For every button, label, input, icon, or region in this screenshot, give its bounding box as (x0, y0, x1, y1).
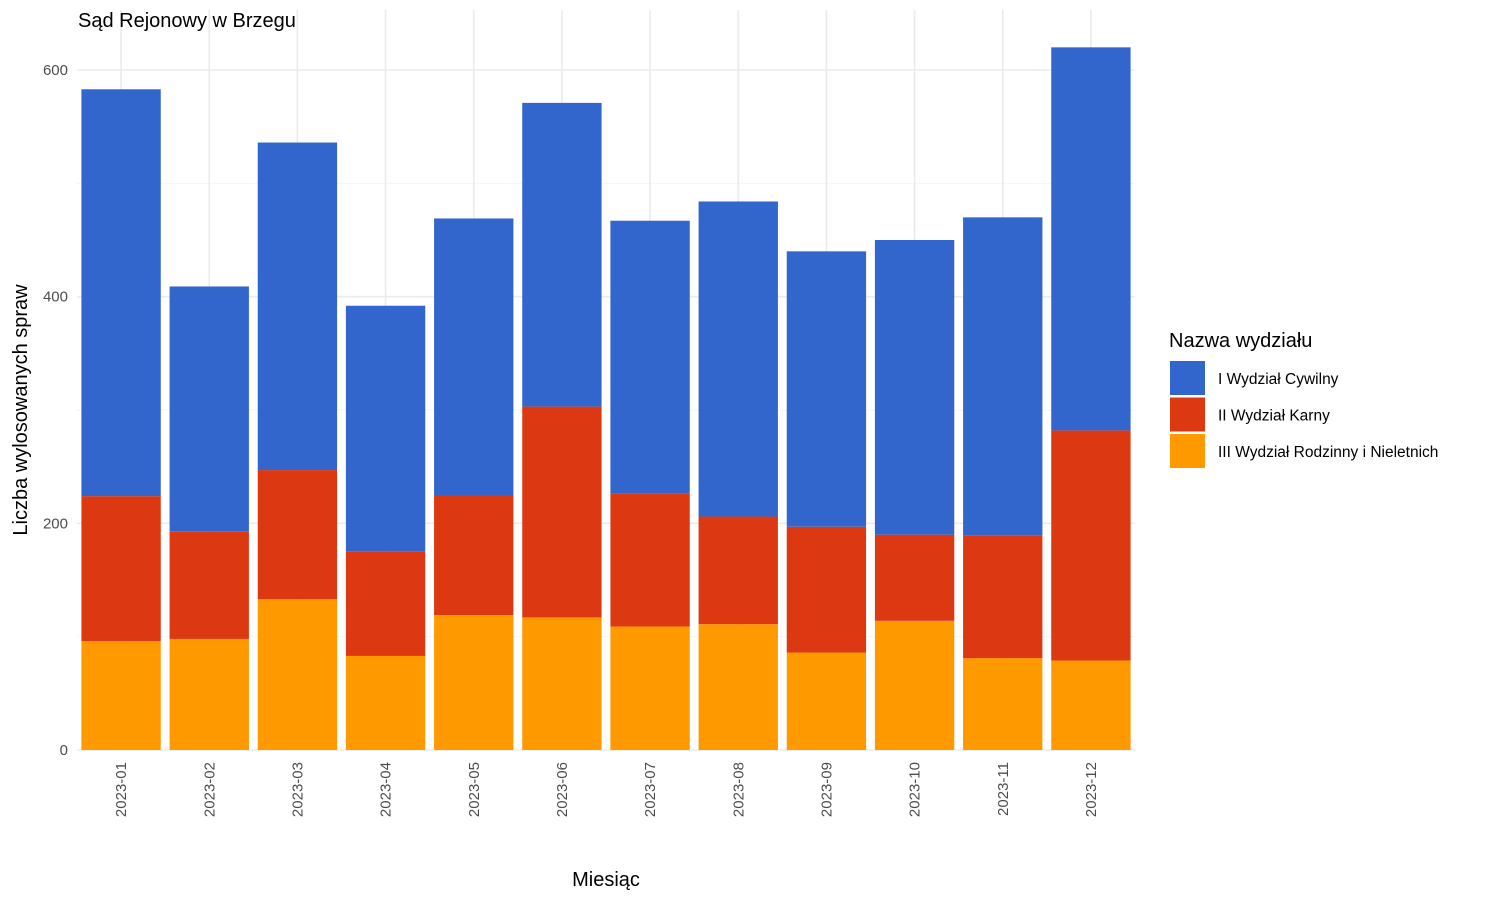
y-tick-label: 0 (60, 742, 68, 759)
bar-segment (698, 624, 778, 750)
x-tick-label: 2023-10 (907, 762, 924, 817)
x-tick-label: 2023-04 (378, 762, 395, 817)
legend-label: II Wydział Karny (1218, 408, 1330, 425)
bar-segment (257, 599, 338, 750)
x-tick-label: 2023-12 (1083, 762, 1100, 817)
bar-segment (345, 655, 426, 750)
legend-swatch (1170, 361, 1205, 395)
legend-title: Nazwa wydziału (1169, 330, 1312, 352)
bar-segment (698, 516, 778, 625)
bar-segment (257, 142, 338, 471)
x-tick-label: 2023-11 (995, 762, 1012, 816)
x-tick-label: 2023-08 (730, 762, 747, 817)
bar-segment (522, 617, 602, 750)
bar-segment (963, 217, 1043, 536)
bar-segment (169, 286, 249, 532)
bar-segment (434, 218, 514, 495)
x-tick-label: 2023-02 (201, 762, 218, 817)
legend-swatch (1170, 434, 1205, 468)
y-axis-ticks: 0 200 400 600 (43, 62, 68, 759)
y-tick-label: 400 (43, 289, 68, 306)
y-tick-label: 600 (43, 62, 68, 79)
bar-segment (522, 406, 602, 618)
bar-segment (786, 526, 867, 653)
bar-segment (610, 220, 690, 494)
bar-segment (434, 615, 514, 750)
legend-label: III Wydział Rodzinny i Nieletnich (1218, 444, 1438, 461)
bar-segment (434, 495, 514, 616)
bar-segment (1051, 47, 1131, 431)
bar-segment (698, 201, 778, 517)
bar-segment (522, 102, 602, 407)
bar-segment (874, 534, 955, 621)
legend: Nazwa wydziału I Wydział Cywilny II Wydzi… (1169, 330, 1438, 468)
bar-segment (610, 626, 690, 750)
bar-segment (257, 470, 338, 600)
bar-segment (963, 535, 1043, 659)
bars (81, 47, 1131, 750)
bar-segment (345, 305, 426, 552)
x-tick-label: 2023-07 (642, 762, 659, 817)
legend-label: I Wydział Cywilny (1218, 371, 1339, 388)
x-axis-ticks: 2023-01 2023-02 2023-03 2023-04 2023-05 2023-… (113, 762, 1100, 817)
x-tick-label: 2023-03 (289, 762, 306, 817)
bar-segment (81, 496, 161, 642)
y-axis-title: Liczba wylosowanych spraw (10, 284, 32, 536)
x-tick-label: 2023-09 (818, 762, 835, 817)
bar-segment (81, 641, 161, 750)
bar-segment (874, 240, 955, 535)
bar-segment (345, 551, 426, 656)
bar-segment (786, 251, 867, 527)
bar-segment (963, 658, 1043, 750)
bar-segment (610, 493, 690, 627)
x-tick-label: 2023-06 (554, 762, 571, 817)
legend-swatch (1170, 397, 1205, 432)
bar-segment (874, 620, 955, 750)
chart-title: Sąd Rejonowy w Brzegu (78, 10, 296, 32)
bar-segment (1051, 430, 1131, 661)
x-tick-label: 2023-01 (113, 762, 130, 817)
bar-segment (786, 652, 867, 750)
x-axis-title: Miesiąc (572, 869, 640, 891)
bar-segment (1051, 660, 1131, 750)
bar-segment (169, 531, 249, 639)
y-tick-label: 200 (43, 515, 68, 532)
bar-segment (81, 89, 161, 497)
x-tick-label: 2023-05 (466, 762, 483, 817)
bar-segment (169, 638, 249, 750)
